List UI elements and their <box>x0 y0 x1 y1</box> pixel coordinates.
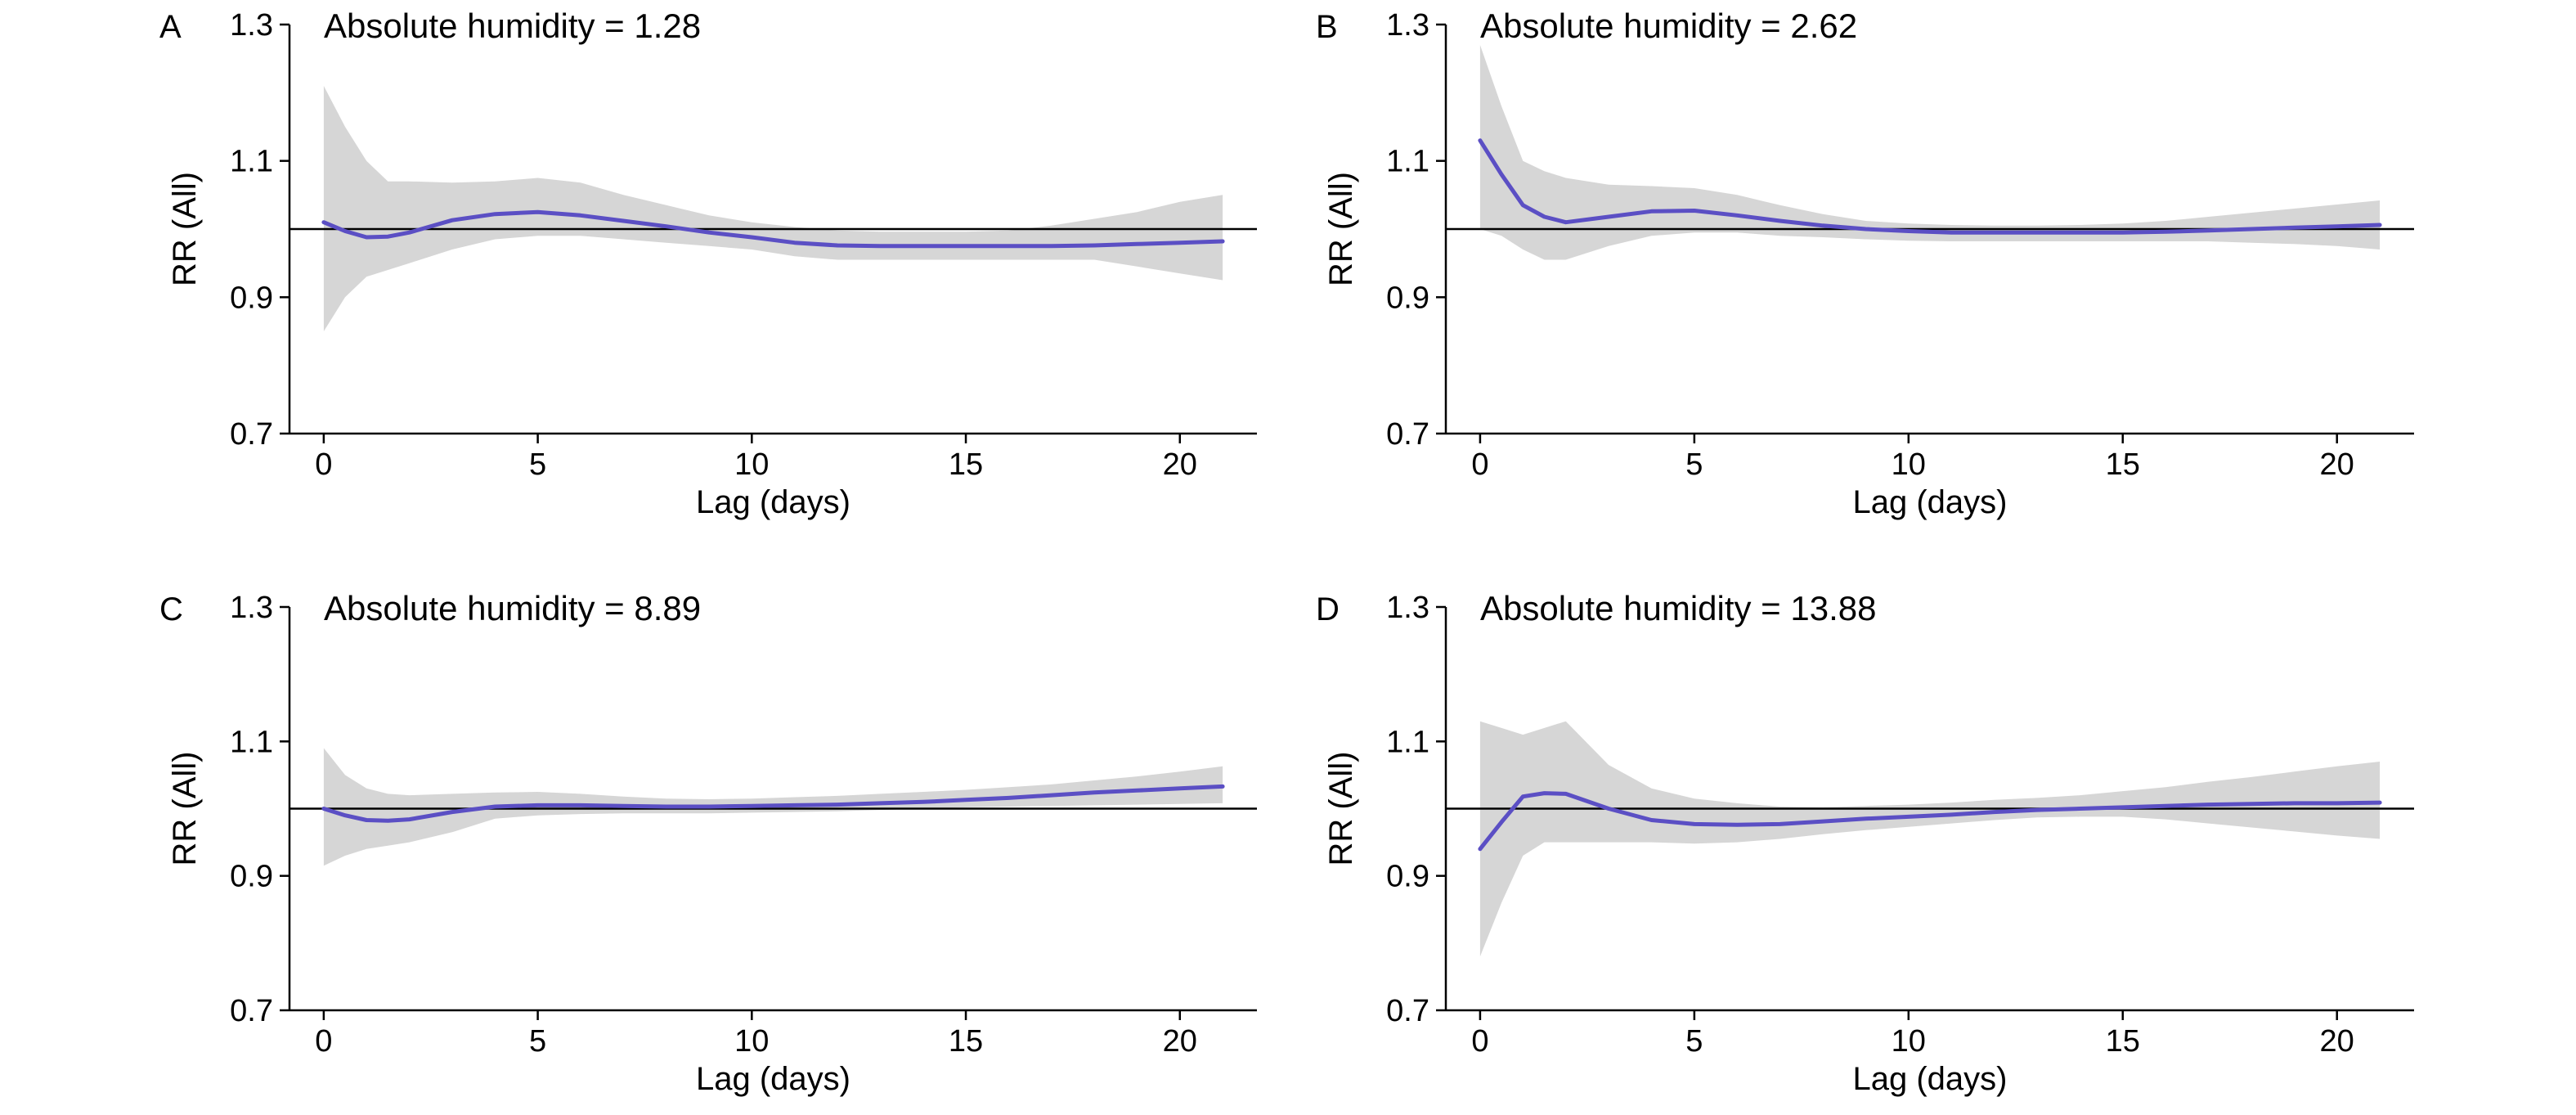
y-tick-label: 0.9 <box>1386 281 1429 315</box>
panel-letter: B <box>1316 9 1338 45</box>
x-tick-label: 5 <box>1685 447 1703 482</box>
ci-band <box>1479 45 2381 260</box>
x-tick-label: 5 <box>529 447 546 482</box>
y-tick-label: 0.7 <box>1386 994 1429 1028</box>
y-tick-label: 1.3 <box>1386 591 1429 625</box>
panel-letter: D <box>1316 591 1340 627</box>
x-tick-label: 15 <box>949 1024 983 1059</box>
x-tick-label: 10 <box>734 1024 769 1059</box>
y-tick-label: 0.7 <box>230 994 273 1028</box>
y-tick-label: 0.7 <box>1386 417 1429 452</box>
panel-title: Absolute humidity = 2.62 <box>1480 7 1857 45</box>
x-tick-label: 0 <box>315 447 332 482</box>
y-axis-title: RR (All) <box>1323 172 1359 286</box>
panel-b: 0.7 0.9 1.1 1.3 0 5 10 15 20 Lag (days) RR (All) B A… <box>1316 7 2414 520</box>
ci-band <box>323 86 1223 331</box>
x-axis-title: Lag (days) <box>696 1061 850 1097</box>
panel-a: 0.7 0.9 1.1 1.3 0 5 10 15 20 Lag (days) RR (All) A A… <box>159 7 1257 520</box>
panel-c: 0.7 0.9 1.1 1.3 0 5 10 15 20 Lag (days) RR (All) C A… <box>159 589 1257 1097</box>
panel-d: 0.7 0.9 1.1 1.3 0 5 10 15 20 Lag (days) RR (All) D A… <box>1316 589 2414 1097</box>
panel-letter: C <box>159 591 183 627</box>
y-tick-label: 1.3 <box>230 591 273 625</box>
y-tick-label: 1.3 <box>1386 8 1429 43</box>
y-axis-title: RR (All) <box>167 172 203 286</box>
y-tick-label: 1.3 <box>230 8 273 43</box>
rr-line <box>321 209 1225 249</box>
x-axis-title: Lag (days) <box>696 484 850 520</box>
x-tick-label: 0 <box>1471 447 1488 482</box>
x-tick-label: 20 <box>2320 1024 2354 1059</box>
y-tick-label: 1.1 <box>230 725 273 759</box>
x-tick-label: 10 <box>1892 1024 1926 1059</box>
rr-line <box>321 784 1225 823</box>
y-axis-title: RR (All) <box>167 752 203 866</box>
x-tick-label: 10 <box>1892 447 1926 482</box>
x-tick-label: 20 <box>2320 447 2354 482</box>
x-tick-label: 5 <box>529 1024 546 1059</box>
x-tick-label: 0 <box>315 1024 332 1059</box>
ci-band <box>1479 721 2381 957</box>
panel-title: Absolute humidity = 8.89 <box>324 589 701 627</box>
rr-line <box>1478 138 2382 235</box>
x-tick-label: 0 <box>1471 1024 1488 1059</box>
x-tick-label: 20 <box>1163 1024 1197 1059</box>
y-tick-label: 1.1 <box>1386 145 1429 179</box>
y-tick-label: 0.9 <box>230 281 273 315</box>
y-tick-label: 0.7 <box>230 417 273 452</box>
panel-title: Absolute humidity = 13.88 <box>1480 589 1876 627</box>
panel-letter: A <box>159 9 182 45</box>
x-tick-label: 15 <box>949 447 983 482</box>
panel-title: Absolute humidity = 1.28 <box>324 7 701 45</box>
y-axis-title: RR (All) <box>1323 752 1359 866</box>
rr-line <box>1478 791 2382 852</box>
x-axis-title: Lag (days) <box>1853 1061 2008 1097</box>
x-axis-title: Lag (days) <box>1853 484 2008 520</box>
x-tick-label: 10 <box>734 447 769 482</box>
y-tick-label: 1.1 <box>1386 725 1429 759</box>
y-tick-label: 0.9 <box>1386 860 1429 894</box>
y-tick-label: 0.9 <box>230 860 273 894</box>
x-tick-label: 20 <box>1163 447 1197 482</box>
x-tick-label: 15 <box>2106 447 2140 482</box>
y-tick-label: 1.1 <box>230 145 273 179</box>
x-tick-label: 15 <box>2106 1024 2140 1059</box>
x-tick-label: 5 <box>1685 1024 1703 1059</box>
